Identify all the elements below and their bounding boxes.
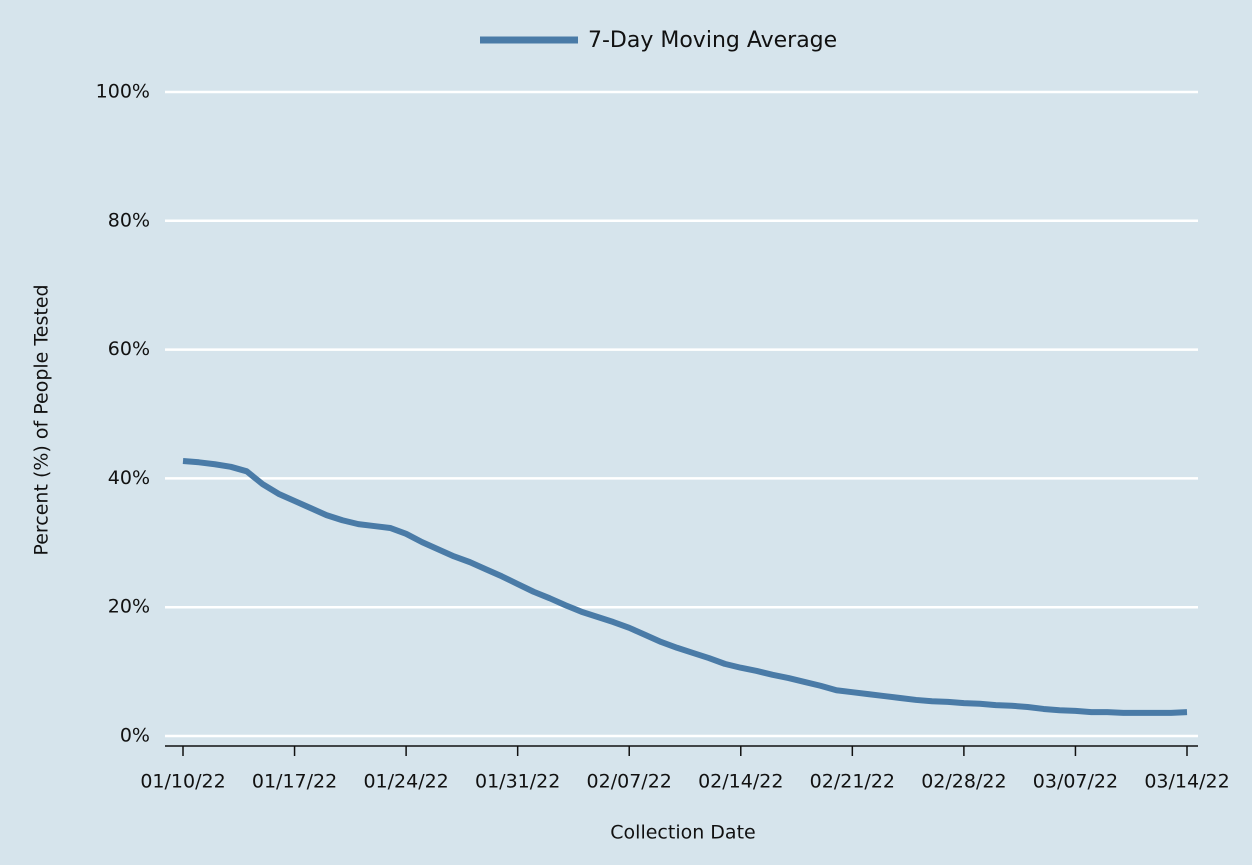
- x-tick-label: 01/10/22: [140, 771, 225, 793]
- x-tick-label: 02/07/22: [587, 771, 672, 793]
- x-tick-label: 03/14/22: [1144, 771, 1229, 793]
- y-tick-label: 20%: [108, 596, 150, 618]
- x-tick-label: 02/28/22: [921, 771, 1006, 793]
- x-tick-label: 01/24/22: [363, 771, 448, 793]
- data-line: [182, 458, 1188, 716]
- y-axis-title: Percent (%) of People Tested: [31, 284, 53, 555]
- legend-label: 7-Day Moving Average: [588, 28, 837, 53]
- y-tick-label: 80%: [108, 209, 150, 231]
- y-tick-label: 60%: [108, 338, 150, 360]
- x-tick-label: 01/31/22: [475, 771, 560, 793]
- y-tick-label: 100%: [96, 81, 150, 103]
- x-axis-title: Collection Date: [610, 822, 755, 844]
- x-tick-label: 02/21/22: [810, 771, 895, 793]
- y-tick-label: 0%: [120, 725, 150, 747]
- x-tick-label: 01/17/22: [252, 771, 337, 793]
- y-tick-label: 40%: [108, 467, 150, 489]
- x-tick-label: 03/07/22: [1033, 771, 1118, 793]
- x-tick-label: 02/14/22: [698, 771, 783, 793]
